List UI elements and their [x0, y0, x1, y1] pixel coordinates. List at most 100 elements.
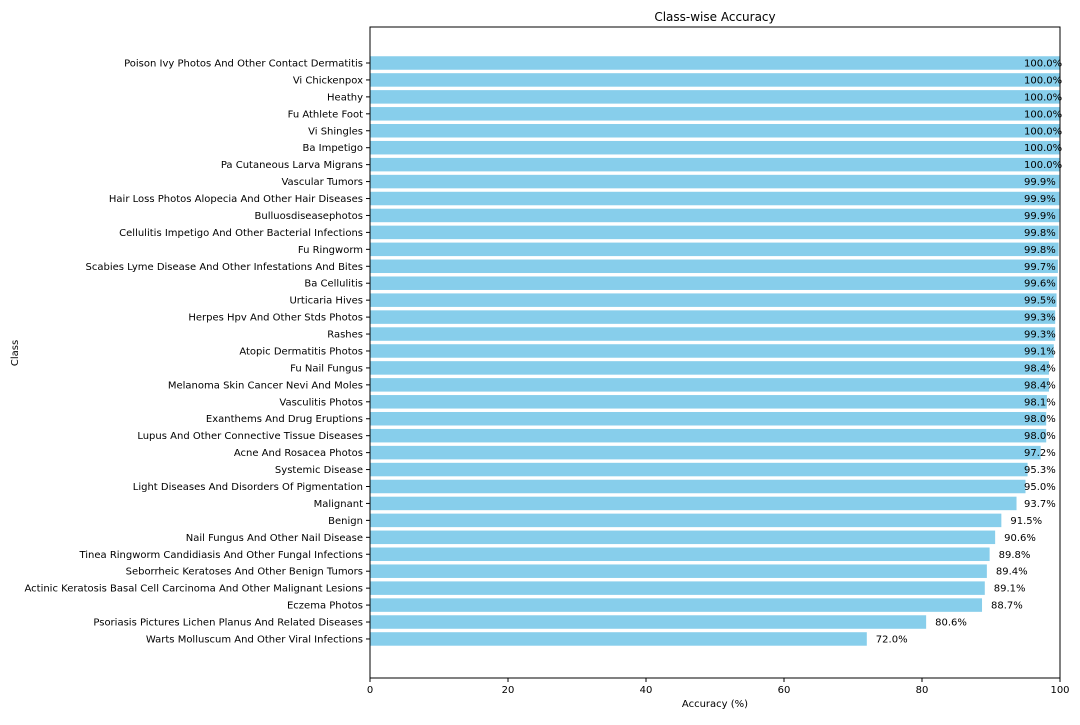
data-label: 100.0% [1024, 75, 1062, 86]
category-label: Exanthems And Drug Eruptions [206, 414, 363, 425]
x-axis-label: Accuracy (%) [682, 699, 748, 710]
data-label: 89.1% [994, 584, 1026, 595]
category-label: Atopic Dermatitis Photos [239, 346, 363, 357]
bar [370, 361, 1049, 375]
category-label: Rashes [327, 330, 363, 341]
bar [370, 428, 1047, 443]
bar [370, 615, 927, 629]
bar [370, 411, 1047, 426]
bar [370, 242, 1059, 257]
category-label: Hair Loss Photos Alopecia And Other Hair… [109, 194, 363, 205]
bar [370, 395, 1047, 409]
data-label: 88.7% [991, 601, 1023, 612]
data-label: 99.9% [1024, 211, 1056, 222]
bar [370, 208, 1060, 223]
data-label: 99.7% [1024, 262, 1056, 273]
data-label: 100.0% [1024, 160, 1062, 171]
category-label: Nail Fungus And Other Nail Disease [186, 533, 363, 544]
data-label: 91.5% [1010, 516, 1042, 527]
data-label: 100.0% [1024, 126, 1062, 137]
category-label: Malignant [314, 499, 363, 510]
category-label: Herpes Hpv And Other Stds Photos [188, 313, 363, 324]
bar [370, 124, 1060, 138]
category-label: Ba Impetigo [302, 143, 363, 154]
bar [370, 107, 1060, 121]
bar [370, 174, 1060, 189]
data-label: 99.3% [1024, 313, 1056, 324]
data-label: 100.0% [1024, 109, 1062, 120]
category-label: Systemic Disease [275, 465, 363, 476]
category-label: Vi Chickenpox [293, 75, 363, 86]
x-tick-label: 40 [640, 685, 653, 696]
data-label: 99.3% [1024, 330, 1056, 341]
category-label: Lupus And Other Connective Tissue Diseas… [137, 431, 363, 442]
data-label: 99.9% [1024, 194, 1056, 205]
bar [370, 530, 996, 545]
data-label: 99.1% [1024, 346, 1056, 357]
data-label: 93.7% [1024, 499, 1056, 510]
data-label: 95.3% [1024, 465, 1056, 476]
bar [370, 90, 1060, 104]
category-label: Vascular Tumors [281, 177, 363, 188]
data-label: 100.0% [1024, 59, 1062, 70]
data-label: 98.4% [1024, 363, 1056, 374]
x-tick-label: 20 [502, 685, 515, 696]
bar [370, 547, 990, 562]
category-label: Pa Cutaneous Larva Migrans [221, 160, 363, 171]
bar [370, 191, 1060, 206]
category-label: Benign [328, 516, 363, 527]
category-label: Actinic Keratosis Basal Cell Carcinoma A… [24, 584, 363, 595]
bar [370, 344, 1054, 358]
bar [370, 513, 1002, 528]
category-labels-layer: Poison Ivy Photos And Other Contact Derm… [24, 59, 370, 645]
category-label: Psoriasis Pictures Lichen Planus And Rel… [93, 618, 363, 629]
x-ticks-layer: 0 20 40 60 80 100 [367, 678, 1070, 696]
y-axis-label: Class [10, 340, 21, 366]
category-label: Bulluosdiseasephotos [255, 211, 363, 222]
bar [370, 479, 1026, 494]
category-label: Cellulitis Impetigo And Other Bacterial … [119, 228, 363, 239]
data-label: 100.0% [1024, 92, 1062, 103]
category-label: Ba Cellulitis [304, 279, 363, 290]
data-label: 99.9% [1024, 177, 1056, 188]
category-label: Warts Molluscum And Other Viral Infectio… [146, 634, 363, 645]
bar [370, 140, 1060, 155]
data-label: 89.4% [996, 567, 1028, 578]
category-label: Acne And Rosacea Photos [234, 448, 363, 459]
category-label: Fu Athlete Foot [288, 109, 363, 120]
bar [370, 462, 1028, 477]
data-label: 98.4% [1024, 380, 1056, 391]
bar [370, 496, 1017, 511]
data-label: 89.8% [999, 550, 1031, 561]
value-labels-layer: 100.0% 100.0% 100.0% 100.0% 100.0% 100.0% 100.… [876, 59, 1062, 646]
category-label: Tinea Ringworm Candidiasis And Other Fun… [78, 550, 363, 561]
bar [370, 73, 1060, 87]
category-label: Light Diseases And Disorders Of Pigmenta… [133, 482, 363, 493]
bar [370, 445, 1041, 460]
bar [370, 157, 1060, 172]
data-label: 97.2% [1024, 448, 1056, 459]
bar [370, 598, 983, 612]
bar [370, 310, 1056, 324]
data-label: 99.8% [1024, 245, 1056, 256]
data-label: 99.6% [1024, 279, 1056, 290]
bar [370, 259, 1058, 274]
x-tick-label: 0 [367, 685, 373, 696]
bar [370, 378, 1049, 392]
data-label: 99.5% [1024, 296, 1056, 307]
data-label: 98.0% [1024, 414, 1056, 425]
category-label: Vi Shingles [308, 126, 363, 137]
data-label: 95.0% [1024, 482, 1056, 493]
data-label: 72.0% [876, 634, 908, 645]
bar [370, 327, 1056, 341]
category-label: Eczema Photos [287, 601, 363, 612]
x-tick-label: 60 [778, 685, 791, 696]
category-label: Fu Ringworm [298, 245, 363, 256]
bar [370, 56, 1060, 70]
data-label: 100.0% [1024, 143, 1062, 154]
category-label: Poison Ivy Photos And Other Contact Derm… [124, 59, 363, 70]
x-tick-label: 80 [916, 685, 929, 696]
bar [370, 581, 985, 595]
